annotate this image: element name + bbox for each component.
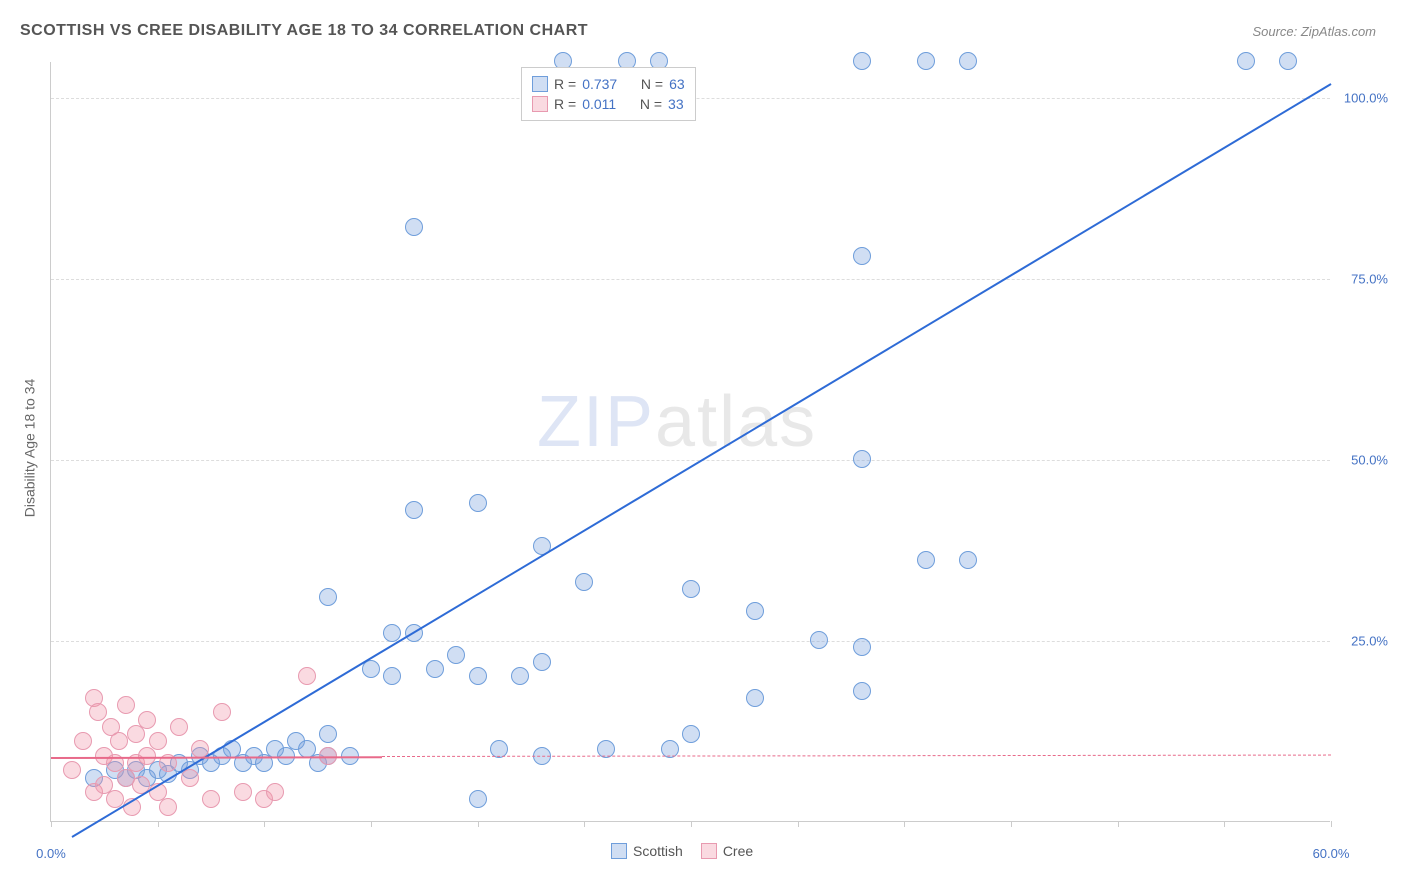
data-point: [117, 696, 135, 714]
source-attribution: Source: ZipAtlas.com: [1252, 24, 1376, 39]
data-point: [511, 667, 529, 685]
data-point: [319, 725, 337, 743]
legend-row: R = 0.737 N = 63: [532, 74, 685, 94]
data-point: [405, 218, 423, 236]
data-point: [138, 711, 156, 729]
data-point: [110, 732, 128, 750]
data-point: [533, 653, 551, 671]
legend-row: R = 0.011 N = 33: [532, 94, 685, 114]
data-point: [959, 52, 977, 70]
plot-area: ZIPatlas 25.0%50.0%75.0%100.0%0.0%60.0%R…: [50, 62, 1330, 822]
y-tick-label: 100.0%: [1344, 91, 1388, 106]
x-tick: [1224, 821, 1225, 827]
legend-swatch: [532, 76, 548, 92]
data-point: [266, 783, 284, 801]
x-tick: [584, 821, 585, 827]
data-point: [89, 703, 107, 721]
x-tick: [264, 821, 265, 827]
data-point: [575, 573, 593, 591]
watermark-part2: atlas: [655, 382, 817, 462]
data-point: [469, 667, 487, 685]
x-tick: [371, 821, 372, 827]
y-tick-label: 50.0%: [1351, 453, 1388, 468]
data-point: [746, 689, 764, 707]
data-point: [917, 52, 935, 70]
legend-r-label: R =: [554, 96, 576, 112]
y-tick-label: 75.0%: [1351, 272, 1388, 287]
data-point: [319, 588, 337, 606]
data-point: [213, 703, 231, 721]
x-tick: [1011, 821, 1012, 827]
legend-r-label: R =: [554, 76, 576, 92]
gridline: [51, 460, 1330, 461]
data-point: [853, 682, 871, 700]
data-point: [853, 52, 871, 70]
legend-item: Cree: [701, 843, 753, 859]
chart-container: SCOTTISH VS CREE DISABILITY AGE 18 TO 34…: [0, 0, 1406, 892]
legend-item: Scottish: [611, 843, 683, 859]
data-point: [746, 602, 764, 620]
gridline: [51, 279, 1330, 280]
legend-series-name: Scottish: [633, 843, 683, 859]
chart-title: SCOTTISH VS CREE DISABILITY AGE 18 TO 34…: [20, 22, 588, 40]
x-tick: [1118, 821, 1119, 827]
data-point: [447, 646, 465, 664]
legend-n-value: 63: [669, 76, 685, 92]
x-tick: [158, 821, 159, 827]
data-point: [959, 551, 977, 569]
x-tick: [691, 821, 692, 827]
legend-swatch: [701, 843, 717, 859]
data-point: [469, 494, 487, 512]
legend-r-value: 0.011: [582, 96, 616, 112]
legend-n-label: N =: [641, 76, 663, 92]
x-tick: [904, 821, 905, 827]
legend-n-value: 33: [668, 96, 684, 112]
data-point: [1279, 52, 1297, 70]
data-point: [917, 551, 935, 569]
legend-swatch: [532, 96, 548, 112]
y-axis-label: Disability Age 18 to 34: [21, 379, 37, 518]
legend-n-label: N =: [640, 96, 662, 112]
data-point: [202, 790, 220, 808]
trend-line: [382, 755, 1331, 757]
x-tick: [798, 821, 799, 827]
data-point: [298, 667, 316, 685]
data-point: [63, 761, 81, 779]
data-point: [810, 631, 828, 649]
data-point: [170, 718, 188, 736]
data-point: [853, 638, 871, 656]
gridline: [51, 641, 1330, 642]
legend-series-name: Cree: [723, 843, 753, 859]
data-point: [469, 790, 487, 808]
data-point: [383, 667, 401, 685]
data-point: [426, 660, 444, 678]
data-point: [853, 450, 871, 468]
data-point: [405, 501, 423, 519]
series-legend: Scottish Cree: [611, 843, 753, 859]
data-point: [159, 798, 177, 816]
data-point: [149, 732, 167, 750]
watermark-part1: ZIP: [537, 382, 655, 462]
data-point: [682, 580, 700, 598]
x-tick: [1331, 821, 1332, 827]
data-point: [1237, 52, 1255, 70]
x-tick-label: 60.0%: [1313, 846, 1350, 861]
data-point: [853, 247, 871, 265]
data-point: [74, 732, 92, 750]
data-point: [234, 783, 252, 801]
data-point: [682, 725, 700, 743]
legend-r-value: 0.737: [582, 76, 617, 92]
x-tick: [51, 821, 52, 827]
watermark: ZIPatlas: [537, 381, 817, 463]
correlation-legend: R = 0.737 N = 63R = 0.011 N = 33: [521, 67, 696, 121]
legend-swatch: [611, 843, 627, 859]
x-tick: [478, 821, 479, 827]
y-tick-label: 25.0%: [1351, 634, 1388, 649]
x-tick-label: 0.0%: [36, 846, 66, 861]
